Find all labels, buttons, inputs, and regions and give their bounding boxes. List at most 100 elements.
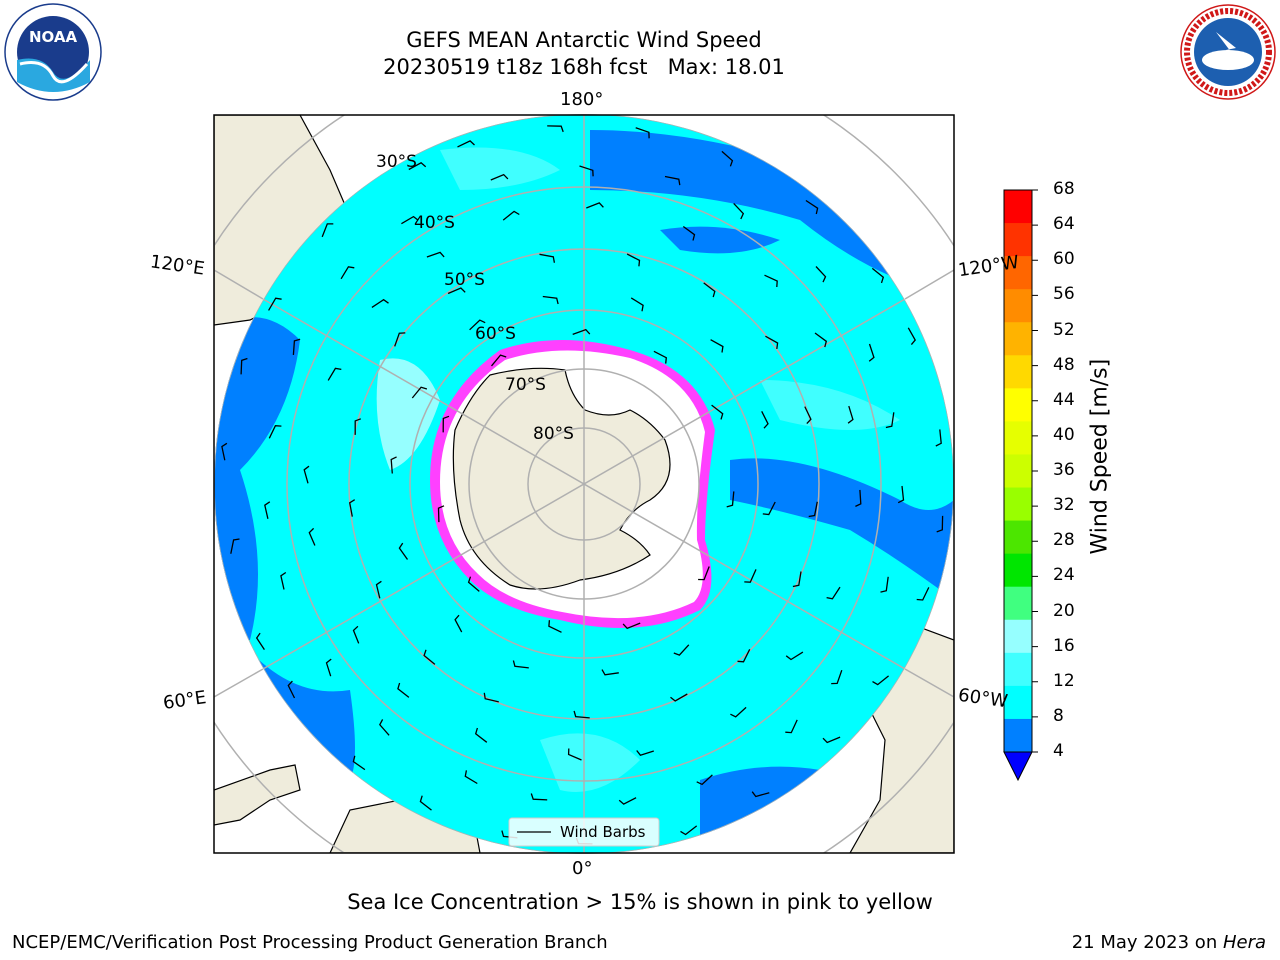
- nws-logo: [1180, 4, 1276, 100]
- wind-barb: [255, 632, 265, 650]
- colorbar-segment: [1004, 619, 1032, 654]
- wind-barb: [826, 586, 841, 600]
- wind-barb: [635, 127, 650, 139]
- wind-barb: [804, 406, 812, 425]
- colorbar-tick-label: 32: [1053, 495, 1075, 516]
- colorbar-tick-label: 12: [1053, 670, 1075, 691]
- wind-barb: [240, 357, 248, 375]
- wind-barb: [567, 748, 582, 761]
- wind-barb: [764, 274, 778, 288]
- wind-barb: [371, 298, 389, 308]
- wind-barb: [401, 215, 419, 225]
- wind-barb: [442, 415, 450, 433]
- colorbar-tick-label: 16: [1053, 635, 1075, 656]
- zone-low-north: [590, 130, 900, 280]
- colorbar-tick-label: 48: [1053, 354, 1075, 375]
- wind-barb: [230, 538, 240, 554]
- zone-mid-2: [760, 380, 900, 430]
- meridian-ext-2: [904, 668, 954, 698]
- colorbar-tick-label: 24: [1053, 565, 1075, 586]
- meridian-ext-3: [214, 668, 264, 698]
- wind-barb: [287, 680, 296, 699]
- wind-barb: [280, 571, 287, 590]
- wind-barb: [379, 719, 390, 736]
- wind-barb: [408, 162, 427, 171]
- wind-barb: [907, 327, 916, 346]
- colorbar-label: Wind Speed [m/s]: [1087, 358, 1113, 555]
- wind-barb: [447, 287, 466, 295]
- wind-barb: [394, 332, 406, 347]
- footer-left: NCEP/EMC/Verification Post Processing Pr…: [12, 932, 608, 953]
- wind-barb: [340, 266, 355, 280]
- colorbar: [1003, 189, 1038, 782]
- zone-low-west: [214, 317, 300, 640]
- colorbar-extend: [1003, 751, 1033, 782]
- wind-barb: [548, 620, 562, 633]
- colorbar-tick-label: 68: [1053, 179, 1075, 199]
- wind-barb: [398, 542, 409, 560]
- colorbar-segment: [1004, 553, 1032, 588]
- zone-low-northeast: [660, 226, 780, 254]
- wind-barb: [601, 669, 619, 676]
- map-frame: [213, 114, 955, 854]
- colorbar-segment: [1004, 190, 1032, 224]
- lat-label-60s: 60°S: [475, 324, 516, 344]
- colorbar-tick-label: 4: [1053, 741, 1064, 761]
- noaa-logo: NOAA: [4, 3, 102, 101]
- wind-barb: [390, 456, 397, 474]
- wind-barb: [653, 350, 667, 364]
- chart-title: GEFS MEAN Antarctic Wind Speed: [406, 28, 762, 52]
- wind-zones: [214, 130, 954, 840]
- colorbar-tick-label: 36: [1053, 460, 1075, 480]
- colorbar-segment: [1004, 520, 1032, 555]
- wind-barb: [325, 658, 332, 677]
- wind-barb: [762, 501, 776, 516]
- wind-barb: [733, 202, 745, 220]
- colorbar-tick-label: 8: [1053, 705, 1064, 726]
- wind-barb: [761, 411, 769, 429]
- wind-barb: [221, 442, 228, 461]
- meridian-ext-1: [214, 269, 264, 300]
- footer-machine: Hera: [1222, 932, 1266, 953]
- wind-barb: [792, 571, 802, 588]
- wind-barb: [916, 587, 930, 601]
- wind-barb: [847, 405, 854, 424]
- wind-barb: [711, 404, 724, 420]
- meridian-60e-120w: [262, 298, 906, 670]
- wind-barb: [469, 319, 486, 331]
- colorbar-tick-label: 44: [1053, 389, 1075, 410]
- wind-barb: [264, 501, 271, 519]
- wind-barb: [348, 499, 356, 517]
- wind-barb: [710, 339, 724, 353]
- noaa-logo-text: NOAA: [29, 28, 78, 46]
- meridian-ext-4: [904, 269, 954, 300]
- zone-mid-3: [540, 733, 640, 792]
- wind-barb: [423, 649, 436, 665]
- colorbar-segment: [1004, 487, 1032, 522]
- chart-subtitle: 20230519 t18z 168h fcst Max: 18.01: [383, 55, 785, 79]
- legend: Wind Barbs: [508, 817, 660, 847]
- colorbar-segment: [1004, 421, 1032, 455]
- zone-mid-1: [440, 147, 560, 190]
- wind-barb: [805, 199, 819, 215]
- wind-barb: [618, 797, 637, 805]
- lat-label-70s: 70°S: [505, 375, 546, 395]
- wind-barb: [680, 825, 698, 836]
- colorbar-tick-label: 28: [1053, 530, 1075, 551]
- wind-barb: [530, 793, 548, 801]
- colorbar-segment: [1004, 586, 1032, 621]
- wind-barb: [547, 125, 564, 133]
- wind-barb: [352, 755, 366, 771]
- wind-barb: [872, 675, 890, 686]
- colorbar-tick-label: 64: [1053, 214, 1075, 235]
- wind-barb: [885, 412, 895, 429]
- wind-barb: [327, 367, 342, 381]
- wind-barb: [354, 418, 362, 435]
- wind-barb: [474, 727, 488, 743]
- sea-ice-note: Sea Ice Concentration > 15% is shown in …: [347, 890, 933, 914]
- wind-barb: [572, 328, 591, 336]
- wind-barb: [785, 719, 798, 734]
- colorbar-segment: [1004, 685, 1032, 720]
- wind-barbs: [221, 125, 944, 845]
